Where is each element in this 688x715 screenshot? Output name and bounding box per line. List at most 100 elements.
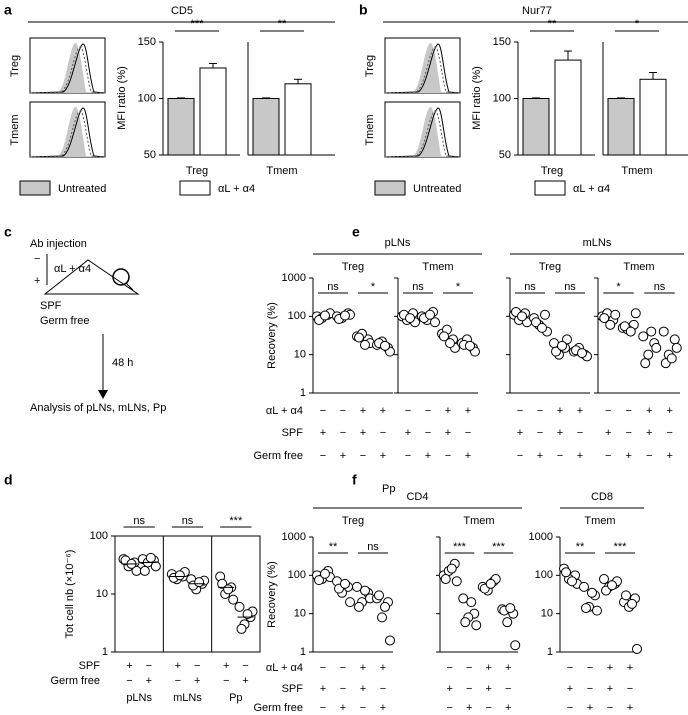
panel-letter: e: [352, 224, 360, 240]
group-label: Pp: [229, 692, 242, 704]
dot: [621, 590, 631, 601]
condition-sign: −: [537, 405, 543, 417]
dot: [234, 601, 245, 612]
bar: [167, 98, 195, 156]
condition-sign: −: [557, 450, 563, 462]
significance: *: [635, 18, 640, 30]
condition-sign: +: [445, 405, 451, 417]
subpanel-title: Tmem: [584, 515, 615, 527]
significance: ns: [327, 281, 339, 293]
dot: [314, 575, 324, 586]
condition-sign: +: [486, 683, 492, 695]
dot: [540, 309, 550, 320]
mouse-label: SPF: [40, 300, 62, 312]
panel-subtitle: Pp: [382, 483, 395, 495]
y-axis-label: MFI ratio (%): [471, 66, 483, 130]
dot: [466, 597, 477, 608]
condition-sign: −: [607, 702, 613, 714]
condition-sign: +: [380, 662, 386, 674]
subpanel-title: Tmem: [623, 261, 654, 273]
condition-sign: +: [360, 662, 366, 674]
condition-sign: −: [626, 405, 632, 417]
condition-sign: −: [405, 405, 411, 417]
condition-sign: −: [537, 427, 543, 439]
dot: [236, 623, 247, 634]
dot: [627, 598, 637, 609]
panel-title: CD5: [171, 5, 193, 17]
y-tick-label: 100: [288, 310, 306, 322]
y-tick-label: 1: [102, 646, 108, 658]
dot: [658, 326, 669, 337]
condition-sign: +: [567, 683, 573, 695]
significance: ns: [367, 541, 379, 553]
dot: [174, 570, 185, 581]
dot: [651, 342, 662, 353]
condition-sign: −: [380, 683, 386, 695]
y-axis-label: Recovery (%): [266, 302, 278, 369]
condition-sign: −: [447, 662, 453, 674]
dot: [150, 561, 161, 572]
significance: ns: [524, 281, 536, 293]
condition-label: Germ free: [253, 702, 303, 714]
dot: [531, 317, 541, 328]
mouse-label: Germ free: [40, 315, 90, 327]
condition-label: SPF: [282, 683, 304, 695]
condition-sign: −: [667, 427, 673, 439]
condition-sign: −: [605, 405, 611, 417]
condition-sign: −: [223, 675, 229, 687]
significance: *: [616, 281, 621, 293]
condition-sign: −: [626, 427, 632, 439]
time: 48 h: [112, 357, 133, 369]
condition-sign: −: [146, 660, 152, 672]
y-tick-label: 10: [294, 349, 306, 361]
bar: [199, 67, 227, 156]
bar: [252, 98, 280, 156]
condition-label: SPF: [79, 660, 101, 672]
condition-sign: −: [380, 427, 386, 439]
dot: [360, 585, 370, 596]
condition-sign: +: [380, 702, 386, 714]
panel-letter: a: [4, 2, 12, 18]
condition-sign: −: [425, 427, 431, 439]
condition-sign: −: [320, 405, 326, 417]
condition-sign: +: [445, 427, 451, 439]
dot: [445, 338, 455, 349]
mouse: [112, 268, 130, 286]
condition-sign: −: [320, 450, 326, 462]
dot: [451, 576, 462, 587]
condition-sign: −: [587, 662, 593, 674]
group-title: CD4: [406, 491, 428, 503]
group-title: mLNs: [583, 237, 612, 249]
condition-sign: +: [425, 450, 431, 462]
y-tick-label: 50: [144, 149, 156, 161]
condition-sign: −: [646, 450, 652, 462]
bar: [607, 98, 635, 156]
dot: [643, 349, 654, 360]
condition-sign: +: [223, 660, 229, 672]
y-tick-label: 100: [493, 92, 511, 104]
significance: ns: [133, 515, 145, 527]
condition-sign: +: [626, 450, 632, 462]
dot: [669, 334, 680, 345]
condition-sign: −: [340, 405, 346, 417]
dot: [638, 331, 649, 342]
condition-sign: −: [567, 702, 573, 714]
y-tick-label: 1000: [529, 531, 553, 543]
arrow-head: [98, 390, 108, 399]
condition-sign: −: [505, 683, 511, 695]
condition-sign: +: [194, 675, 200, 687]
y-tick-label: 10: [96, 588, 108, 600]
subpanel-title: Treg: [342, 261, 364, 273]
dot: [340, 578, 350, 589]
significance: ***: [229, 515, 243, 527]
condition-sign: +: [505, 702, 511, 714]
dot: [551, 346, 561, 357]
dot: [145, 552, 156, 563]
condition-label: Germ free: [253, 450, 303, 462]
treatment: αL + α4: [54, 263, 91, 275]
condition-sign: +: [667, 450, 673, 462]
dot: [194, 577, 205, 588]
condition-sign: −: [587, 683, 593, 695]
histogram-label: Treg: [364, 55, 376, 77]
condition-sign: +: [146, 675, 152, 687]
